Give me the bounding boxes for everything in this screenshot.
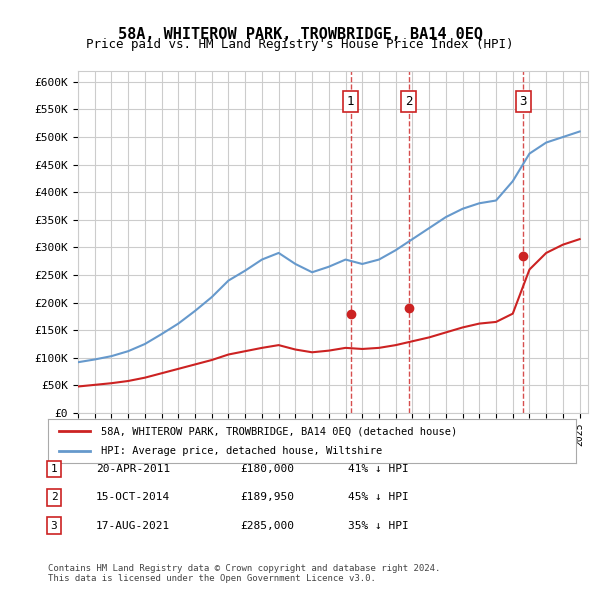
Text: 45% ↓ HPI: 45% ↓ HPI xyxy=(348,493,409,502)
Text: HPI: Average price, detached house, Wiltshire: HPI: Average price, detached house, Wilt… xyxy=(101,446,382,455)
Text: 15-OCT-2014: 15-OCT-2014 xyxy=(96,493,170,502)
Text: 58A, WHITEROW PARK, TROWBRIDGE, BA14 0EQ: 58A, WHITEROW PARK, TROWBRIDGE, BA14 0EQ xyxy=(118,27,482,41)
Text: 3: 3 xyxy=(520,95,527,108)
Text: 3: 3 xyxy=(50,521,58,530)
Text: £189,950: £189,950 xyxy=(240,493,294,502)
Text: Contains HM Land Registry data © Crown copyright and database right 2024.
This d: Contains HM Land Registry data © Crown c… xyxy=(48,563,440,583)
Text: £285,000: £285,000 xyxy=(240,521,294,530)
Text: Price paid vs. HM Land Registry's House Price Index (HPI): Price paid vs. HM Land Registry's House … xyxy=(86,38,514,51)
Text: 2: 2 xyxy=(50,493,58,502)
Text: 58A, WHITEROW PARK, TROWBRIDGE, BA14 0EQ (detached house): 58A, WHITEROW PARK, TROWBRIDGE, BA14 0EQ… xyxy=(101,427,457,436)
Text: 1: 1 xyxy=(347,95,355,108)
Text: 2: 2 xyxy=(405,95,413,108)
Text: 17-AUG-2021: 17-AUG-2021 xyxy=(96,521,170,530)
Text: £180,000: £180,000 xyxy=(240,464,294,474)
Text: 20-APR-2011: 20-APR-2011 xyxy=(96,464,170,474)
Text: 35% ↓ HPI: 35% ↓ HPI xyxy=(348,521,409,530)
Text: 41% ↓ HPI: 41% ↓ HPI xyxy=(348,464,409,474)
Text: 1: 1 xyxy=(50,464,58,474)
